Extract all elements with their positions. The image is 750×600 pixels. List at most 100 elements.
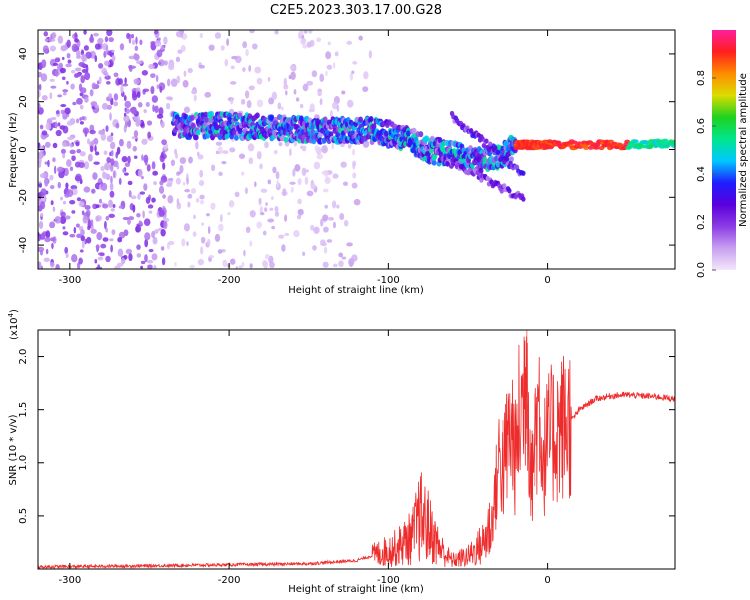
spectrogram-cell xyxy=(170,159,176,167)
spectrogram-cell xyxy=(208,44,215,51)
spectrogram-y-ticks: -40 -20 0 20 40 xyxy=(18,48,675,253)
spectrogram-cell xyxy=(69,233,76,238)
spectrogram-ridge-cell xyxy=(406,130,411,137)
spectrogram-cell xyxy=(97,37,104,45)
spectrogram-cell xyxy=(65,182,69,189)
spectrogram-cell xyxy=(40,250,43,256)
spectrogram-cell xyxy=(323,246,328,254)
spectrogram-cell xyxy=(285,90,288,96)
spectrogram-cell xyxy=(69,199,76,205)
spectrogram-cell xyxy=(289,181,296,185)
spectrogram-cell xyxy=(76,223,80,228)
spectrogram-cell xyxy=(168,63,175,71)
spectrogram-marks xyxy=(38,30,675,269)
spectrogram-cell xyxy=(110,141,116,150)
spectrogram-cell xyxy=(269,207,274,211)
spectrogram-cell xyxy=(49,221,56,229)
spectrogram-ridge-cell xyxy=(509,156,515,163)
colorbar-tick-label: 0.0 xyxy=(696,262,707,278)
spectrogram-cell xyxy=(198,64,206,69)
spectrogram-cell xyxy=(103,150,108,156)
spectrogram-cell xyxy=(105,255,111,263)
spectrogram-cell xyxy=(131,39,136,46)
snr-y-label: SNR (10 * v/v) xyxy=(8,414,19,485)
spectrogram-cell xyxy=(42,45,49,54)
spectrogram-cell xyxy=(106,50,113,56)
spectrogram-cell xyxy=(319,73,325,83)
spectrogram-cell xyxy=(324,176,331,185)
spectrogram-x-tick-label: -300 xyxy=(58,275,81,286)
spectrogram-cell xyxy=(60,148,66,155)
spectrogram-ridge-cell xyxy=(183,113,189,120)
spectrogram-cell xyxy=(50,85,57,89)
spectrogram-cell xyxy=(346,99,354,108)
spectrogram-y-tick-label: -40 xyxy=(18,237,29,253)
spectrogram-cell xyxy=(93,161,100,165)
spectrogram-cell xyxy=(193,214,196,220)
spectrogram-cell xyxy=(313,226,320,234)
spectrogram-cell xyxy=(79,104,84,110)
spectrogram-cell xyxy=(142,88,150,93)
spectrogram-cell xyxy=(188,156,193,164)
spectrogram-cell xyxy=(259,206,264,214)
spectrogram-cell xyxy=(302,44,308,49)
spectrogram-cell xyxy=(62,153,66,159)
spectrogram-cell xyxy=(161,257,166,266)
spectrogram-cell xyxy=(38,90,41,98)
spectrogram-cell xyxy=(74,73,82,78)
snr-multiplier: (x104) xyxy=(7,309,20,340)
spectrogram-cell xyxy=(154,105,159,113)
spectrogram-cell xyxy=(293,89,297,95)
spectrogram-cell xyxy=(38,261,42,269)
snr-x-tick-label: -300 xyxy=(58,575,81,586)
spectrogram-cell xyxy=(174,261,177,267)
spectrogram-cell xyxy=(125,248,133,255)
spectrogram-cell xyxy=(157,61,162,65)
spectrogram-cell xyxy=(75,173,82,182)
spectrogram-ridge-cell xyxy=(209,110,214,117)
spectrogram-cell xyxy=(180,44,186,53)
spectrogram-cell xyxy=(160,229,166,237)
spectrogram-cell xyxy=(128,190,132,198)
spectrogram-cell xyxy=(274,30,279,35)
spectrogram-cell xyxy=(111,49,115,53)
spectrogram-cell xyxy=(304,176,309,185)
spectrogram-cell xyxy=(123,114,130,123)
spectrogram-y-tick-label: 40 xyxy=(18,48,29,61)
spectrogram-cell xyxy=(98,62,104,69)
spectrogram-cell xyxy=(290,186,294,193)
spectrogram-ridge-cell xyxy=(358,116,364,123)
spectrogram-cell xyxy=(69,143,73,148)
snr-y-tick-label: 1.0 xyxy=(18,455,29,471)
spectrogram-cell xyxy=(110,158,115,166)
spectrogram-cell xyxy=(297,198,302,205)
spectrogram-cell xyxy=(197,258,205,266)
spectrogram-cell xyxy=(186,177,189,185)
spectrogram-cell xyxy=(54,216,62,224)
spectrogram-cell xyxy=(108,93,113,100)
spectrogram-cell xyxy=(43,31,49,37)
spectrogram-cell xyxy=(101,67,108,75)
spectrogram-cell xyxy=(313,161,321,170)
spectrogram-cell xyxy=(133,130,139,138)
spectrogram-cell xyxy=(151,197,156,203)
spectrogram-cell xyxy=(116,164,120,170)
spectrogram-cell xyxy=(108,37,114,43)
spectrogram-cell xyxy=(71,43,79,53)
spectrogram-cell xyxy=(144,254,148,263)
spectrogram-cell xyxy=(134,45,139,52)
spectrogram-cell xyxy=(154,40,162,47)
spectrogram-cell xyxy=(192,231,197,237)
spectrogram-cell xyxy=(49,174,54,181)
spectrogram-cell xyxy=(78,201,85,207)
spectrogram-ridge-cell xyxy=(482,156,488,163)
spectrogram-cell xyxy=(323,170,329,178)
spectrogram-cell xyxy=(111,54,116,62)
spectrogram-cell xyxy=(229,147,236,153)
spectrogram-cell xyxy=(302,83,309,92)
spectrogram-cell xyxy=(183,70,187,77)
spectrogram-cell xyxy=(228,200,235,208)
spectrogram-cell xyxy=(204,91,212,98)
snr-y-tick-label: 1.5 xyxy=(18,402,29,418)
